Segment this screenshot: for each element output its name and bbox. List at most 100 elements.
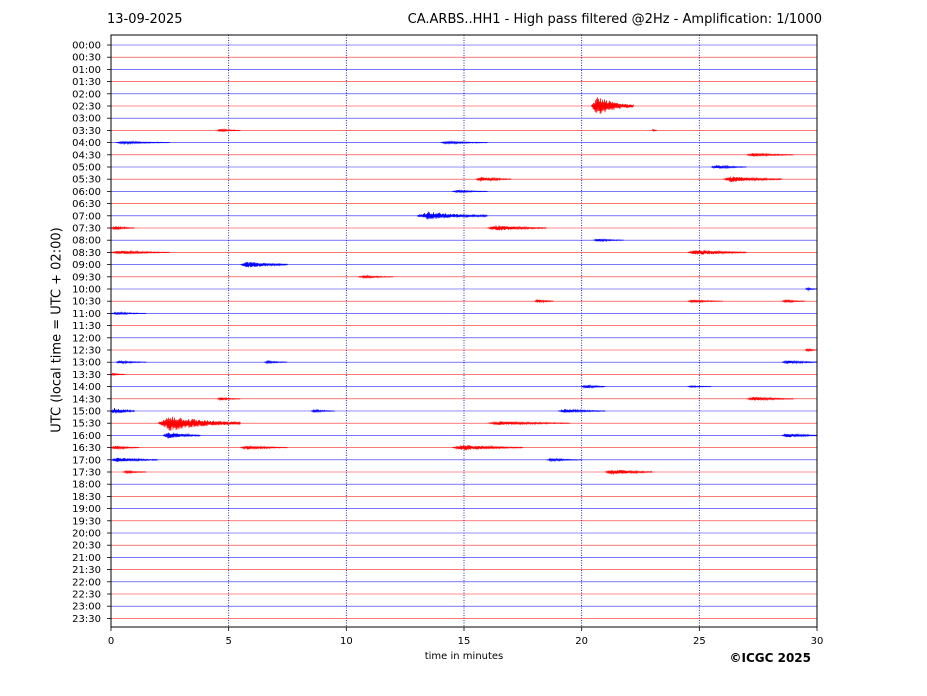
y-tick-label: 15:00	[72, 407, 101, 418]
seismic-event	[416, 211, 488, 220]
seismic-event	[122, 469, 147, 475]
y-tick-label: 09:30	[72, 272, 101, 283]
seismic-event	[487, 420, 571, 426]
y-tick-label: 10:00	[72, 285, 101, 296]
seismic-event	[263, 359, 288, 365]
seismic-event	[590, 97, 634, 114]
y-tick-label: 12:00	[72, 333, 101, 344]
y-tick-label: 21:00	[72, 553, 101, 564]
y-tick-label: 21:30	[72, 565, 101, 576]
x-tick-label: 0	[108, 636, 114, 647]
y-tick-label: 07:30	[72, 224, 101, 235]
y-tick-label: 00:00	[72, 41, 101, 52]
y-tick-label: 02:30	[72, 102, 101, 113]
y-tick-label: 00:30	[72, 53, 101, 64]
y-tick-label: 17:00	[72, 455, 101, 466]
seismic-event	[440, 140, 488, 145]
y-tick-label: 02:00	[72, 89, 101, 100]
y-tick-label: 04:00	[72, 138, 101, 149]
seismic-event	[157, 416, 241, 431]
y-tick-label: 13:30	[72, 370, 101, 381]
seismic-event	[781, 298, 806, 304]
seismic-event	[240, 445, 288, 450]
y-tick-label: 08:30	[72, 248, 101, 259]
seismic-event	[110, 249, 170, 255]
seismic-event	[240, 261, 288, 268]
seismic-event	[110, 445, 140, 450]
seismic-event	[475, 176, 512, 182]
y-tick-label: 03:30	[72, 126, 101, 137]
y-tick-label: 13:00	[72, 358, 101, 369]
seismic-event	[487, 225, 547, 231]
y-tick-label: 14:00	[72, 382, 101, 393]
x-tick-label: 30	[811, 636, 824, 647]
seismic-event	[746, 396, 794, 401]
seismic-event	[115, 359, 147, 365]
copyright-label: ©ICGC 2025	[729, 651, 811, 665]
chart-title: CA.ARBS..HH1 - High pass filtered @2Hz -…	[407, 12, 822, 27]
x-tick-label: 25	[693, 636, 706, 647]
y-tick-label: 15:30	[72, 419, 101, 430]
x-tick-label: 5	[225, 636, 231, 647]
seismic-event	[162, 432, 201, 439]
date-label: 13-09-2025	[107, 12, 183, 27]
seismic-event	[452, 189, 488, 194]
y-tick-label: 22:30	[72, 590, 101, 601]
seismic-event	[593, 238, 625, 243]
y-tick-label: 11:00	[72, 309, 101, 320]
seismic-event	[110, 407, 135, 414]
seismic-event	[546, 457, 582, 463]
seismic-event	[110, 372, 126, 377]
y-tick-label: 14:30	[72, 394, 101, 405]
x-tick-label: 15	[458, 636, 471, 647]
seismic-event	[110, 457, 159, 463]
seismic-event	[746, 152, 794, 158]
y-tick-label: 05:00	[72, 163, 101, 174]
seismic-event	[558, 408, 606, 414]
seismic-event	[804, 347, 818, 353]
y-tick-label: 06:00	[72, 187, 101, 198]
seismic-event	[534, 299, 554, 304]
x-axis-label: time in minutes	[424, 651, 504, 662]
seismic-event	[687, 249, 747, 255]
y-tick-label: 20:30	[72, 541, 101, 552]
seismic-event	[110, 225, 135, 231]
seismic-event	[605, 469, 653, 475]
y-tick-label: 04:30	[72, 150, 101, 161]
seismic-event	[781, 359, 818, 365]
seismic-event	[651, 128, 658, 133]
y-tick-label: 08:00	[72, 236, 101, 247]
seismic-event	[805, 286, 818, 292]
x-tick-label: 20	[575, 636, 588, 647]
seismic-event	[452, 444, 524, 451]
seismic-event	[216, 396, 241, 402]
y-axis-label: UTC (local time = UTC + 02:00)	[49, 227, 65, 433]
seismic-event	[358, 274, 394, 280]
y-tick-label: 01:00	[72, 65, 101, 76]
seismic-event	[722, 176, 782, 183]
y-tick-label: 19:30	[72, 516, 101, 527]
seismic-event	[687, 384, 712, 389]
y-tick-label: 16:00	[72, 431, 101, 442]
seismic-event	[581, 384, 606, 389]
y-tick-label: 22:00	[72, 577, 101, 588]
y-tick-label: 07:00	[72, 211, 101, 222]
seismic-event	[781, 433, 818, 438]
y-tick-label: 19:00	[72, 504, 101, 515]
y-tick-label: 09:00	[72, 260, 101, 271]
y-tick-label: 20:00	[72, 529, 101, 540]
y-tick-label: 18:30	[72, 492, 101, 503]
x-tick-label: 10	[340, 636, 353, 647]
y-tick-label: 10:30	[72, 297, 101, 308]
y-tick-label: 16:30	[72, 443, 101, 454]
y-tick-label: 03:00	[72, 114, 101, 125]
y-tick-label: 06:30	[72, 199, 101, 210]
seismic-event	[216, 128, 241, 133]
seismic-event	[115, 140, 170, 146]
seismic-event	[687, 299, 724, 304]
y-tick-label: 05:30	[72, 175, 101, 186]
seismic-event	[110, 311, 147, 316]
y-tick-label: 17:30	[72, 468, 101, 479]
